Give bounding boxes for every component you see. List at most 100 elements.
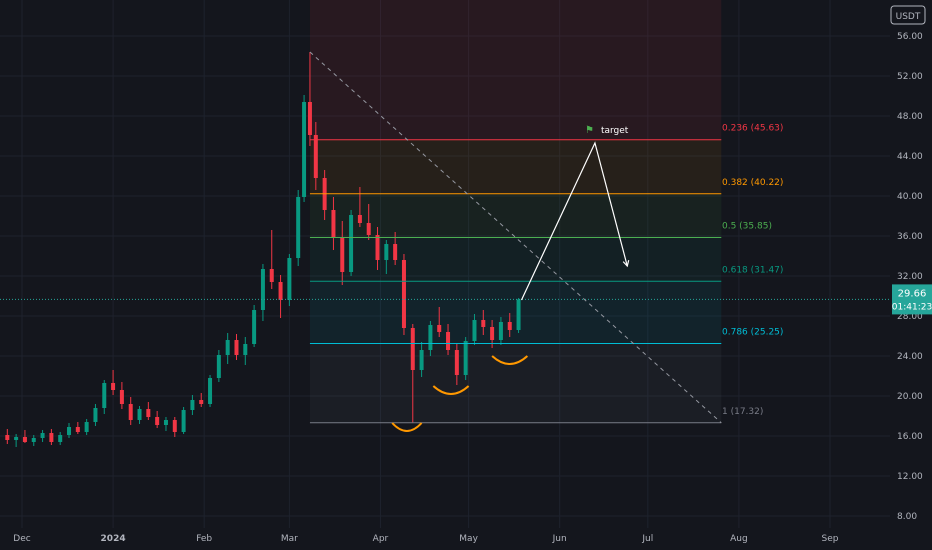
target-flag-icon: ⚑ [585,125,594,136]
candle-body [296,197,301,258]
time-tick-label: Sep [822,534,839,544]
time-tick-label: May [459,534,478,544]
candle-body [278,282,283,300]
price-tick-label: 20.00 [897,392,923,402]
candle-body [463,341,468,375]
candle-body [5,435,10,440]
candle-body [490,327,495,340]
candle-body [163,420,168,425]
time-tick-label: Apr [373,534,389,544]
candle-body [190,400,195,410]
fib-zone [309,237,722,282]
candle-body [516,299,521,330]
candle-body [313,135,318,178]
current-price-badge: 29.66 01:41:23 [892,284,932,315]
price-tick-label: 36.00 [897,232,923,242]
candle-body [58,435,63,442]
time-tick-label: Jul [641,534,653,544]
time-axis[interactable]: Dec 2024 Feb Mar Apr May Jun Jul Aug Sep [13,534,838,544]
candle-body [93,408,98,422]
current-price-value: 29.66 [898,288,927,299]
candle-body [260,269,265,310]
candle-body [481,320,486,327]
candle-body [410,328,415,370]
time-tick-label: Feb [196,534,212,544]
candle-body [393,244,398,260]
fibonacci-zones [309,0,722,423]
candle-body [340,238,345,272]
candle-body [349,215,354,272]
price-tick-label: 44.00 [897,152,923,162]
candle-body [366,223,371,235]
candle-body [472,320,477,341]
candle-body [119,390,124,404]
price-tick-label: 52.00 [897,72,923,82]
candle-body [234,340,239,355]
time-tick-label: Mar [281,534,298,544]
candle-body [216,355,221,378]
candle-body [384,244,389,260]
candle-body [102,383,107,408]
candle-body [128,404,133,420]
pattern-arcs[interactable] [391,355,529,432]
candle-body [146,409,151,417]
candle-body [454,350,459,375]
candle-body [419,350,424,370]
price-tick-label: 56.00 [897,32,923,42]
fib-zone [309,343,722,423]
currency-button[interactable]: USDT [890,5,926,25]
candle-body [243,344,248,355]
candle-body [287,258,292,300]
candles [5,52,521,447]
projection-line[interactable] [520,141,628,301]
price-axis[interactable]: 8.00 12.00 16.00 20.00 24.00 28.00 32.00 36.00 4… [897,32,923,522]
candle-body [31,438,36,442]
candle-body [14,437,19,440]
pattern-arc[interactable] [391,422,423,432]
candle-body [75,427,80,432]
candle-body [225,340,230,355]
candle-body [40,433,45,438]
pattern-arc[interactable] [491,355,529,365]
candle-body [357,215,362,223]
target-flag: ⚑ target [585,125,629,136]
candle-body [307,102,312,135]
current-price-countdown: 01:41:23 [892,302,932,312]
candle-body [199,400,204,404]
currency-label: USDT [896,12,921,22]
fib-level-label: 0.236 (45.63) [722,124,783,134]
current-price-badge-bg [892,284,932,315]
candle-body [302,102,307,197]
candle-body [507,322,512,330]
target-label: target [601,126,629,136]
candle-body [49,433,54,442]
fib-zone [309,281,722,344]
price-tick-label: 8.00 [897,512,917,522]
fib-level-label: 0.618 (31.47) [722,265,783,275]
price-tick-label: 16.00 [897,432,923,442]
candle-body [208,378,213,404]
candle-body [401,260,406,328]
candle-body [84,422,89,432]
fib-zone-top [309,0,722,140]
candle-body [252,310,257,344]
candle-body [498,322,503,340]
candle-body [375,235,380,260]
pattern-arc[interactable] [432,385,470,395]
candle-body [22,437,27,442]
price-tick-label: 32.00 [897,272,923,282]
fib-zone [309,193,722,238]
candle-body [437,325,442,332]
candle-body [331,210,336,238]
time-tick-label: Dec [13,534,30,544]
projection-path[interactable] [520,141,630,301]
fib-zone [309,139,722,194]
candle-body [428,325,433,350]
candle-body [155,417,160,425]
candle-body [181,410,186,432]
projection-arrowhead [622,260,630,268]
candle-body [446,332,451,350]
candle-body [67,427,72,435]
